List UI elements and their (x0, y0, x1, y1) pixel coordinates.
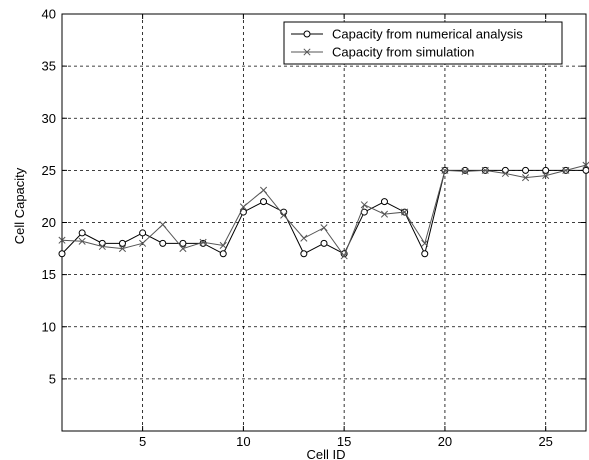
axis-ticks: 5 10 15 20 25 5 10 15 20 25 30 35 40 (42, 7, 586, 449)
legend-entry: Capacity from simulation (291, 45, 474, 60)
data-point (461, 166, 469, 174)
data-point (78, 229, 86, 237)
data-point (582, 166, 589, 174)
data-point (320, 224, 328, 232)
data-point (179, 245, 187, 253)
data-point (441, 166, 449, 174)
data-point (139, 239, 147, 247)
data-point (542, 172, 550, 180)
x-axis-label: Cell ID (306, 447, 345, 460)
data-point (320, 239, 328, 247)
data-point (501, 169, 509, 178)
data-point (300, 250, 308, 258)
data-point (481, 166, 489, 174)
data-point (501, 166, 509, 174)
data-point (522, 166, 530, 174)
series-simulation (58, 161, 589, 260)
data-point (219, 250, 227, 258)
series-numerical-analysis (58, 166, 589, 258)
grid-lines (62, 14, 586, 431)
legend: Capacity from numerical analysis Capacity… (283, 21, 563, 65)
data-point (521, 174, 530, 182)
data-point (380, 198, 388, 206)
data-point (562, 166, 570, 174)
data-point (58, 236, 66, 244)
x-tick-label: 25 (538, 434, 552, 449)
data-point (159, 221, 167, 229)
legend-entry: Capacity from numerical analysis (291, 27, 523, 42)
x-tick-label: 10 (236, 434, 250, 449)
data-point (159, 239, 167, 247)
data-point (199, 238, 207, 246)
y-tick-label: 20 (42, 215, 56, 230)
legend-marker (303, 30, 311, 38)
data-point (78, 237, 86, 245)
legend-marker (303, 48, 311, 56)
data-point (542, 166, 550, 174)
y-tick-label: 25 (42, 163, 56, 178)
data-point (401, 208, 409, 216)
data-point (300, 234, 308, 242)
x-tick-label: 5 (139, 434, 146, 449)
data-point (582, 161, 589, 169)
data-point (340, 252, 348, 260)
data-point (98, 242, 106, 251)
data-point (58, 250, 66, 258)
y-tick-label: 10 (42, 319, 56, 334)
y-tick-label: 35 (42, 59, 56, 74)
y-tick-label: 5 (49, 371, 56, 386)
data-point (421, 250, 429, 258)
data-point (239, 203, 247, 211)
y-tick-label: 15 (42, 267, 56, 282)
legend-label: Capacity from numerical analysis (332, 27, 523, 42)
data-point (260, 198, 268, 206)
legend-label: Capacity from simulation (332, 45, 474, 60)
data-point (179, 239, 187, 247)
series-layer (58, 161, 589, 260)
data-point (139, 229, 147, 237)
data-point (380, 210, 389, 218)
data-point (219, 241, 227, 249)
data-point (118, 239, 126, 247)
data-point (259, 186, 268, 194)
data-point (280, 211, 288, 219)
y-tick-label: 30 (42, 111, 56, 126)
data-point (421, 239, 429, 247)
data-point (461, 167, 469, 175)
y-tick-label: 40 (42, 7, 56, 22)
x-tick-label: 20 (438, 434, 452, 449)
data-point (360, 201, 368, 209)
legend-box (283, 21, 563, 65)
y-axis-label: Cell Capacity (12, 167, 27, 244)
data-point (118, 245, 127, 253)
x-tick-label: 15 (337, 434, 351, 449)
